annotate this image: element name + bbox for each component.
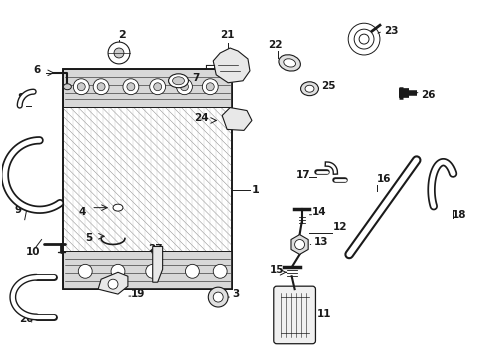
Polygon shape (222, 108, 251, 130)
Circle shape (97, 83, 105, 91)
Text: 12: 12 (333, 222, 347, 231)
Text: 25: 25 (321, 81, 335, 91)
Bar (63, 69, 232, 107)
Text: 23: 23 (383, 26, 398, 36)
Text: 15: 15 (269, 265, 284, 275)
Circle shape (93, 79, 109, 95)
Text: 21: 21 (220, 30, 234, 40)
Text: 7: 7 (192, 73, 200, 83)
Text: 17: 17 (295, 170, 309, 180)
Text: 10: 10 (26, 247, 40, 257)
Text: 27: 27 (147, 244, 162, 255)
Circle shape (180, 83, 188, 91)
Text: 14: 14 (311, 207, 325, 217)
Polygon shape (98, 272, 128, 294)
Ellipse shape (113, 204, 122, 211)
Bar (63, 69, 232, 289)
Text: 1: 1 (251, 185, 259, 195)
Circle shape (108, 279, 118, 289)
Circle shape (202, 79, 218, 95)
Circle shape (122, 79, 139, 95)
Bar (63, 69, 232, 289)
Circle shape (294, 239, 304, 249)
Text: 18: 18 (450, 210, 465, 220)
Bar (63, 251, 232, 289)
Circle shape (78, 264, 92, 278)
Text: 16: 16 (376, 174, 391, 184)
Ellipse shape (63, 84, 71, 90)
Text: 20: 20 (19, 314, 33, 324)
Text: 22: 22 (267, 40, 282, 50)
Circle shape (213, 292, 223, 302)
Text: 6: 6 (34, 65, 41, 75)
Ellipse shape (305, 85, 313, 92)
Circle shape (127, 83, 135, 91)
Ellipse shape (172, 77, 184, 85)
Circle shape (77, 83, 85, 91)
Text: 11: 11 (316, 309, 330, 319)
Circle shape (185, 264, 199, 278)
Circle shape (208, 287, 228, 307)
Ellipse shape (300, 82, 318, 96)
Text: 2: 2 (118, 30, 125, 40)
FancyBboxPatch shape (273, 286, 315, 344)
Text: 26: 26 (420, 90, 434, 100)
Circle shape (213, 264, 226, 278)
Circle shape (153, 83, 162, 91)
Text: 9: 9 (15, 205, 22, 215)
Polygon shape (213, 48, 249, 83)
Text: 13: 13 (313, 237, 327, 247)
Text: 5: 5 (85, 234, 92, 243)
Text: 24: 24 (194, 113, 208, 123)
Circle shape (149, 79, 165, 95)
Ellipse shape (168, 74, 188, 88)
Circle shape (114, 48, 123, 58)
Ellipse shape (278, 55, 300, 71)
Ellipse shape (283, 59, 295, 67)
Circle shape (176, 79, 192, 95)
Text: 4: 4 (78, 207, 85, 217)
Circle shape (111, 264, 124, 278)
Polygon shape (152, 247, 163, 282)
Text: 8: 8 (18, 93, 25, 103)
Text: 19: 19 (131, 289, 145, 299)
Text: 3: 3 (232, 289, 239, 299)
Circle shape (206, 83, 214, 91)
Circle shape (145, 264, 160, 278)
Circle shape (73, 79, 89, 95)
Circle shape (108, 42, 130, 64)
